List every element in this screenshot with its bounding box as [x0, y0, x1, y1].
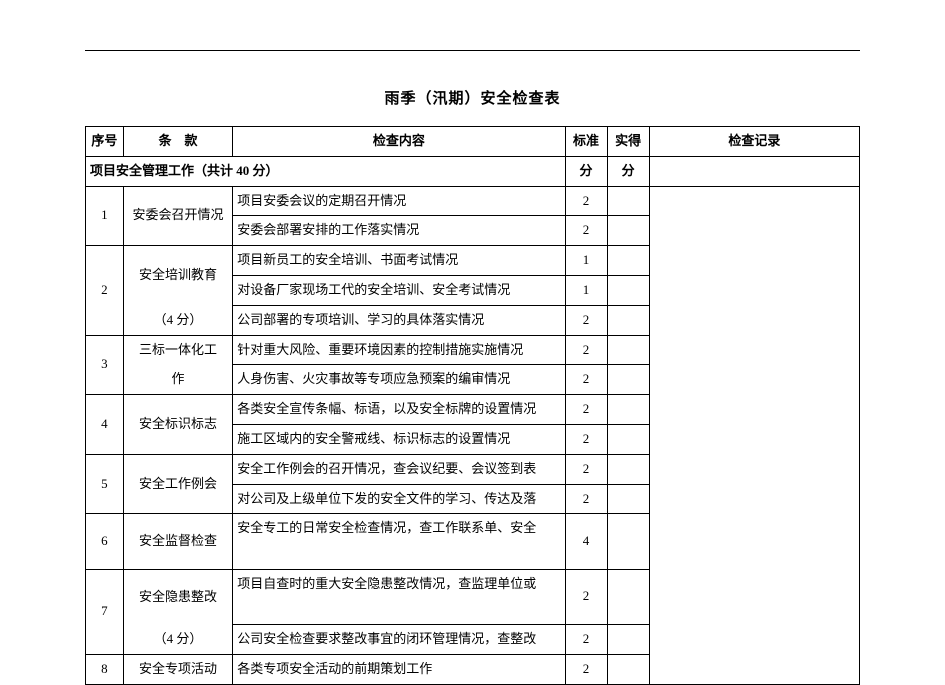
- cell-item: 安全隐患整改: [123, 569, 232, 624]
- section-std-unit: 分: [565, 156, 607, 186]
- cell-seq: 4: [86, 395, 124, 455]
- cell-item: 安全培训教育: [123, 246, 232, 306]
- section-row: 项目安全管理工作（共计 40 分） 分 分: [86, 156, 860, 186]
- cell-content: 项目安委会议的定期召开情况: [233, 186, 565, 216]
- col-std: 标准: [565, 127, 607, 157]
- cell-got: [607, 624, 649, 654]
- cell-got: [607, 454, 649, 484]
- cell-content: 安全工作例会的召开情况，查会议纪要、会议签到表: [233, 454, 565, 484]
- table-body: 项目安全管理工作（共计 40 分） 分 分 1 安委会召开情况 项目安委会议的定…: [86, 156, 860, 684]
- cell-item: 安委会召开情况: [123, 186, 232, 246]
- page-title: 雨季（汛期）安全检查表: [85, 87, 860, 108]
- cell-content: 项目自查时的重大安全隐患整改情况，查监理单位或: [233, 569, 565, 598]
- cell-item: 安全标识标志: [123, 395, 232, 455]
- cell-got: [607, 246, 649, 276]
- cell-rec: [649, 186, 859, 684]
- cell-got: [607, 305, 649, 335]
- cell-std: 2: [565, 186, 607, 216]
- cell-got: [607, 484, 649, 514]
- cell-std: 2: [565, 484, 607, 514]
- cell-seq: 7: [86, 569, 124, 654]
- cell-seq: 6: [86, 514, 124, 569]
- col-rec: 检查记录: [649, 127, 859, 157]
- cell-got: [607, 424, 649, 454]
- cell-std: 2: [565, 569, 607, 624]
- cell-got: [607, 335, 649, 365]
- cell-got: [607, 395, 649, 425]
- cell-content: 人身伤害、火灾事故等专项应急预案的编审情况: [233, 365, 565, 395]
- cell-std: 1: [565, 275, 607, 305]
- cell-item: 安全工作例会: [123, 454, 232, 514]
- col-got: 实得: [607, 127, 649, 157]
- cell-seq: 8: [86, 654, 124, 684]
- cell-content: 对公司及上级单位下发的安全文件的学习、传达及落: [233, 484, 565, 514]
- cell-content: 针对重大风险、重要环境因素的控制措施实施情况: [233, 335, 565, 365]
- cell-std: 4: [565, 514, 607, 569]
- cell-content: 对设备厂家现场工代的安全培训、安全考试情况: [233, 275, 565, 305]
- cell-std: 2: [565, 654, 607, 684]
- cell-std: 2: [565, 305, 607, 335]
- cell-std: 2: [565, 454, 607, 484]
- cell-std: 2: [565, 216, 607, 246]
- cell-seq: 3: [86, 335, 124, 395]
- cell-content: 各类专项安全活动的前期策划工作: [233, 654, 565, 684]
- cell-item: 安全专项活动: [123, 654, 232, 684]
- cell-seq: 5: [86, 454, 124, 514]
- cell-got: [607, 514, 649, 569]
- cell-item: 安全监督检查: [123, 514, 232, 569]
- cell-content: 项目新员工的安全培训、书面考试情况: [233, 246, 565, 276]
- cell-seq: 1: [86, 186, 124, 246]
- cell-item: 三标一体化工: [123, 335, 232, 365]
- cell-seq: 2: [86, 246, 124, 335]
- cell-std: 1: [565, 246, 607, 276]
- cell-std: 2: [565, 395, 607, 425]
- cell-content: [233, 543, 565, 569]
- cell-std: 2: [565, 424, 607, 454]
- section-label: 项目安全管理工作（共计 40 分）: [86, 156, 566, 186]
- cell-content: 施工区域内的安全警戒线、标识标志的设置情况: [233, 424, 565, 454]
- section-got-unit: 分: [607, 156, 649, 186]
- cell-content: 安全专工的日常安全检查情况，查工作联系单、安全: [233, 514, 565, 543]
- section-rec-blank: [649, 156, 859, 186]
- cell-std: 2: [565, 365, 607, 395]
- cell-content: 各类安全宣传条幅、标语，以及安全标牌的设置情况: [233, 395, 565, 425]
- table-header-row: 序号 条 款 检查内容 标准 实得 检查记录: [86, 127, 860, 157]
- cell-item-sub: （4 分）: [123, 624, 232, 654]
- cell-content: [233, 598, 565, 624]
- cell-item-sub: （4 分）: [123, 305, 232, 335]
- cell-content: 公司部署的专项培训、学习的具体落实情况: [233, 305, 565, 335]
- cell-got: [607, 365, 649, 395]
- cell-got: [607, 275, 649, 305]
- cell-item-sub: 作: [123, 365, 232, 395]
- top-rule: [85, 50, 860, 51]
- cell-got: [607, 186, 649, 216]
- table-row: 1 安委会召开情况 项目安委会议的定期召开情况 2: [86, 186, 860, 216]
- col-seq: 序号: [86, 127, 124, 157]
- cell-got: [607, 569, 649, 624]
- cell-got: [607, 654, 649, 684]
- col-content: 检查内容: [233, 127, 565, 157]
- cell-content: 安委会部署安排的工作落实情况: [233, 216, 565, 246]
- cell-std: 2: [565, 624, 607, 654]
- col-item: 条 款: [123, 127, 232, 157]
- cell-std: 2: [565, 335, 607, 365]
- cell-got: [607, 216, 649, 246]
- inspection-table: 序号 条 款 检查内容 标准 实得 检查记录 项目安全管理工作（共计 40 分）…: [85, 126, 860, 685]
- cell-content: 公司安全检查要求整改事宜的闭环管理情况，查整改: [233, 624, 565, 654]
